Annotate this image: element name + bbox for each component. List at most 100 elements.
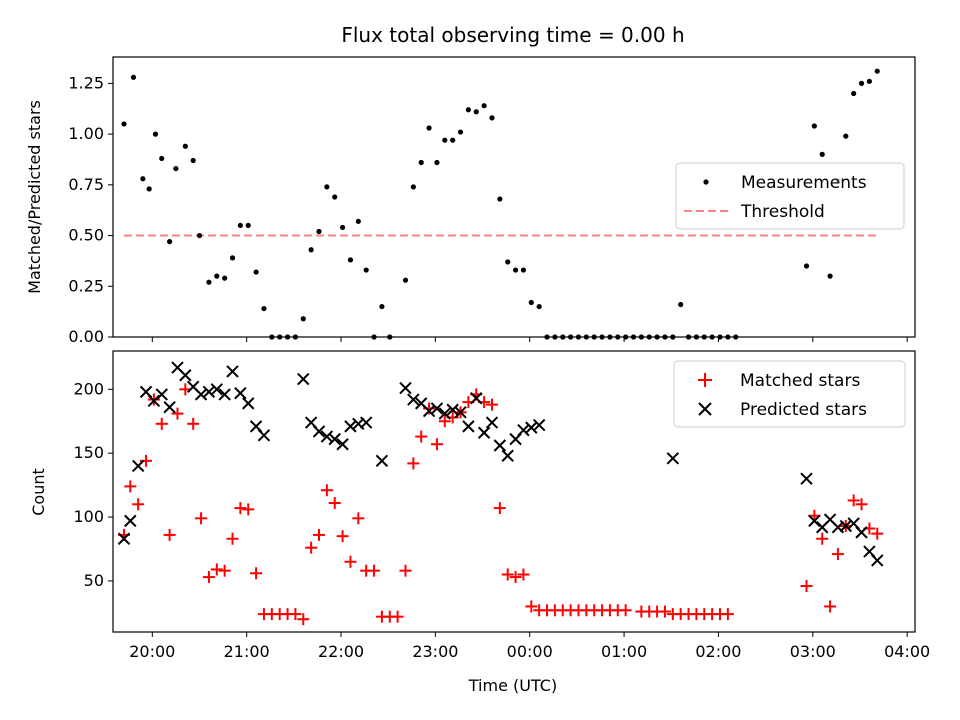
matched-star-point	[525, 600, 538, 613]
matched-stars-series	[118, 383, 884, 626]
measurement-point	[505, 259, 511, 265]
measurement-point	[473, 109, 479, 115]
measurement-point	[803, 263, 810, 269]
measurement-point	[819, 151, 825, 157]
matched-star-point	[320, 484, 333, 497]
legend-threshold-label: Threshold	[740, 202, 825, 222]
measurement-point	[245, 222, 251, 229]
predicted-star-point	[344, 420, 357, 433]
matched-star-point	[234, 502, 247, 515]
bottom-axes-frame	[112, 350, 916, 633]
matched-star-point	[871, 527, 884, 540]
matched-star-point	[242, 503, 255, 516]
matched-star-point	[430, 438, 443, 451]
predicted-star-point	[517, 423, 530, 437]
top-y-tick-label: 0.75	[68, 175, 104, 194]
measurement-point	[536, 303, 542, 310]
matched-star-point	[407, 457, 420, 470]
measurement-point	[261, 305, 267, 312]
predicted-star-point	[257, 429, 271, 442]
measurement-point	[410, 184, 416, 190]
measurement-point	[497, 196, 503, 202]
predicted-star-point	[234, 386, 247, 400]
bottom-y-tick-label: 150	[73, 443, 104, 462]
matched-star-point	[485, 398, 498, 411]
measurement-point	[827, 273, 833, 279]
matched-star-point	[336, 530, 349, 543]
measurement-point	[363, 267, 369, 273]
measurement-point	[678, 301, 684, 308]
matched-star-point	[855, 498, 868, 511]
predicted-star-point	[117, 532, 131, 545]
top-axes-frame	[112, 56, 916, 338]
predicted-star-point	[454, 406, 467, 419]
matched-star-point	[305, 541, 318, 554]
measurement-point	[167, 239, 173, 245]
predicted-star-point	[124, 514, 137, 528]
matched-star-point	[250, 567, 263, 580]
measurement-point	[874, 68, 880, 74]
matched-star-point	[171, 407, 184, 420]
matched-star-point	[493, 502, 506, 515]
legend-measurements-marker	[703, 179, 709, 185]
measurement-point	[481, 103, 487, 109]
measurement-point	[173, 165, 179, 172]
measurement-point	[253, 269, 259, 275]
top-y-tick-label: 1.00	[68, 124, 104, 143]
measurement-point	[159, 155, 165, 162]
predicted-star-point	[242, 397, 255, 410]
bottom-y-tick-label: 50	[84, 571, 104, 590]
measurement-point	[121, 121, 127, 127]
top-legend: Measurements Threshold	[675, 162, 905, 230]
matched-star-point	[344, 555, 357, 568]
measurement-point	[434, 159, 440, 166]
predicted-star-point	[407, 393, 420, 406]
predicted-star-point	[871, 554, 884, 567]
matched-star-point	[352, 512, 365, 525]
measurement-point	[316, 228, 322, 235]
matched-star-point	[124, 480, 137, 493]
predicted-star-point	[501, 449, 514, 462]
measurement-point	[489, 115, 495, 121]
predicted-star-point	[422, 404, 436, 418]
bottom-panel: 50 100 150 200 20:00 21:00 22:00 23:00 00:00 01:0…	[29, 350, 930, 695]
predicted-star-point	[155, 388, 168, 401]
bottom-y-tick-label: 100	[73, 507, 104, 526]
legend-matched-marker	[698, 373, 712, 387]
predicted-star-point	[163, 400, 176, 414]
measurement-point	[379, 303, 385, 310]
measurement-point	[843, 133, 849, 139]
predicted-star-point	[218, 388, 231, 401]
predicted-star-point	[800, 472, 813, 485]
predicted-star-point	[430, 402, 444, 415]
predicted-star-point	[666, 452, 680, 465]
measurement-point	[214, 273, 220, 279]
measurement-point	[426, 125, 432, 131]
x-tick-label: 23:00	[412, 642, 458, 661]
top-y-tick-label: 0.50	[68, 226, 104, 245]
matched-star-point	[501, 568, 514, 581]
legend-measurements-label: Measurements	[741, 173, 867, 193]
matched-star-point	[619, 604, 632, 617]
measurement-point	[182, 143, 188, 149]
top-y-tick-label: 0.25	[68, 276, 104, 295]
matched-star-point	[218, 564, 231, 577]
top-axis-ticks: 0.00 0.25 0.50 0.75 1.00 1.25	[68, 73, 908, 346]
measurement-point	[355, 218, 361, 224]
matched-star-point	[415, 430, 428, 443]
measurement-point	[324, 184, 330, 190]
predicted-star-point	[375, 454, 389, 468]
measurement-point	[222, 275, 228, 281]
predicted-star-point	[320, 430, 334, 443]
measurement-point	[418, 159, 424, 166]
bottom-axis-ticks: 50 100 150 200 20:00 21:00 22:00 23:00 00:00 01:0…	[73, 379, 930, 661]
x-tick-label: 21:00	[224, 642, 270, 661]
matched-star-point	[509, 571, 522, 584]
bottom-legend-box	[673, 360, 906, 428]
predicted-star-point	[297, 372, 310, 386]
matched-star-point	[155, 417, 168, 430]
predicted-star-point	[179, 369, 192, 382]
predicted-star-point	[839, 519, 853, 533]
x-axis-label: Time (UTC)	[468, 676, 557, 695]
bottom-legend: Matched stars Predicted stars	[673, 360, 906, 428]
